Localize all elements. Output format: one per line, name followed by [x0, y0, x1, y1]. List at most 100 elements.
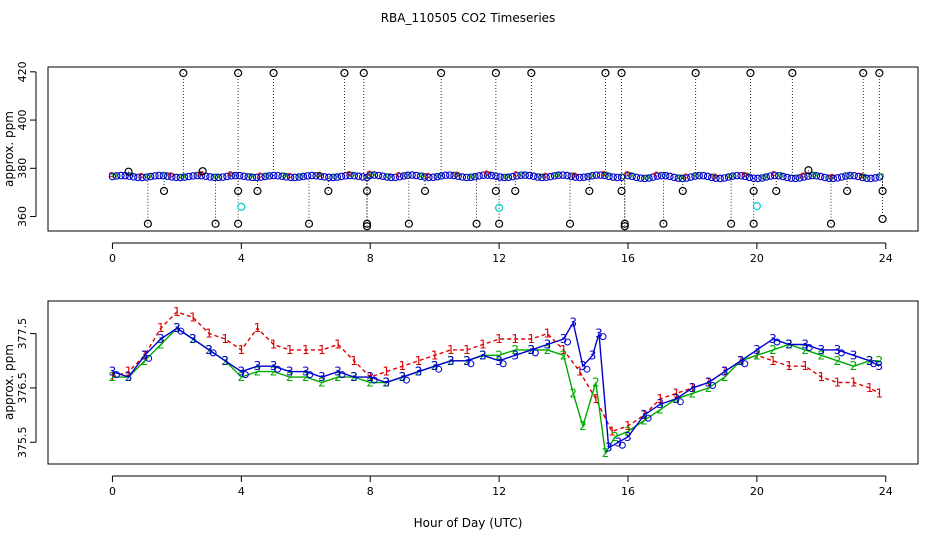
series-2-point: 2 — [689, 386, 697, 400]
baseline-point — [645, 174, 653, 182]
series-3-circle — [274, 365, 282, 373]
baseline-point — [483, 171, 492, 179]
series-3-point: 3 — [689, 381, 697, 395]
bottom-x-tick-label: 0 — [109, 485, 116, 498]
baseline-point — [325, 173, 333, 182]
baseline-point — [513, 172, 521, 180]
outlier-point — [617, 68, 626, 78]
bottom-x-tick-label: 24 — [879, 485, 893, 498]
baseline-point — [265, 172, 274, 180]
bottom-x-tick-label: 8 — [367, 485, 374, 498]
baseline-point — [227, 172, 235, 180]
baseline-point — [146, 172, 155, 181]
baseline-point-green — [386, 173, 392, 179]
series-2-point: 2 — [511, 343, 519, 357]
series-2-point: 2 — [640, 414, 648, 428]
baseline-point — [333, 173, 342, 181]
outlier-point — [437, 68, 446, 78]
baseline-point-green — [620, 173, 627, 180]
series-3-point: 3 — [876, 359, 884, 373]
baseline-point — [112, 172, 121, 180]
baseline-point — [542, 173, 550, 182]
baseline-point — [454, 172, 462, 180]
baseline-point-green — [247, 173, 254, 179]
series-2-point: 2 — [302, 370, 310, 384]
top-y-axis: 360 380 400 420 — [16, 61, 37, 227]
series-3-point: 3 — [141, 348, 149, 362]
baseline-point — [257, 173, 265, 181]
series-3-circle — [618, 441, 626, 449]
baseline-point-green — [349, 171, 355, 178]
baseline-point — [775, 171, 783, 180]
baseline-point — [395, 172, 404, 181]
series-1-point: 1 — [221, 332, 229, 346]
baseline-point — [632, 173, 641, 182]
series-1-point: 1 — [447, 343, 455, 357]
series-3-point: 3 — [205, 343, 213, 357]
x-axis-label: Hour of Day (UTC) — [414, 516, 523, 530]
series-3-point: 3 — [254, 359, 262, 373]
top-x-axis: 0 4 8 12 16 20 24 — [109, 242, 893, 265]
baseline-point — [163, 172, 172, 180]
baseline-point — [420, 173, 429, 181]
baseline-point — [496, 173, 504, 181]
outlier-point — [527, 68, 536, 78]
series-1-line — [112, 311, 880, 433]
outlier-point — [234, 68, 243, 78]
baseline-point — [210, 173, 219, 182]
series-3-circle — [177, 327, 185, 335]
series-3-point: 3 — [850, 348, 858, 362]
series-3-point: 3 — [366, 370, 374, 384]
outlier-point — [772, 186, 781, 196]
baseline-point — [383, 173, 391, 181]
top-y-tick-label: 420 — [16, 61, 29, 82]
series-3-point: 3 — [579, 359, 587, 373]
baseline-point-green — [660, 171, 667, 178]
series-2-point: 2 — [270, 365, 278, 379]
baseline-point — [299, 172, 308, 181]
baseline-point — [404, 171, 412, 179]
top-panel: 0 4 8 12 16 20 24 360 380 400 420 approx. ppm — [2, 61, 919, 265]
series-3-circle — [564, 338, 572, 346]
baseline-point — [172, 173, 180, 182]
outlier-point — [565, 219, 575, 228]
series-3-point: 3 — [615, 435, 623, 449]
baseline-point — [605, 172, 613, 181]
baseline-point-green — [162, 171, 169, 178]
baseline-point-green — [536, 173, 543, 179]
series-3-point: 3 — [173, 321, 181, 335]
baseline-point — [129, 173, 138, 181]
baseline-point-green — [520, 171, 526, 178]
series-3-circle — [306, 371, 314, 379]
baseline-point — [875, 173, 884, 181]
outlier-point — [143, 219, 152, 228]
baseline-point — [471, 172, 479, 181]
baseline-point — [745, 173, 754, 182]
outlier-point — [362, 219, 372, 228]
series-2-point: 2 — [318, 376, 326, 390]
baseline-point — [821, 173, 829, 182]
baseline-point — [703, 172, 712, 181]
series-2-point: 2 — [366, 376, 374, 390]
baseline-point — [197, 171, 206, 180]
series-2-point: 2 — [334, 370, 342, 384]
series-3-circle — [531, 349, 539, 357]
series-3-line — [112, 320, 880, 449]
baseline-point — [412, 171, 421, 180]
baseline-point — [567, 172, 576, 181]
baseline-point — [808, 171, 817, 180]
series-3-circle — [676, 398, 684, 406]
baseline-point — [800, 173, 808, 181]
bottom-x-tick-label: 20 — [750, 485, 764, 498]
baseline-point — [206, 173, 214, 181]
series-2-point: 2 — [721, 370, 729, 384]
series-3-point: 3 — [785, 337, 793, 351]
baseline-point — [450, 171, 458, 180]
baseline-point — [534, 173, 542, 181]
series-1-point: 1 — [431, 348, 439, 362]
series-2-point: 2 — [560, 348, 568, 362]
series-1-point: 1 — [318, 343, 326, 357]
series-3-point: 3 — [383, 376, 391, 390]
baseline-point — [189, 172, 197, 180]
